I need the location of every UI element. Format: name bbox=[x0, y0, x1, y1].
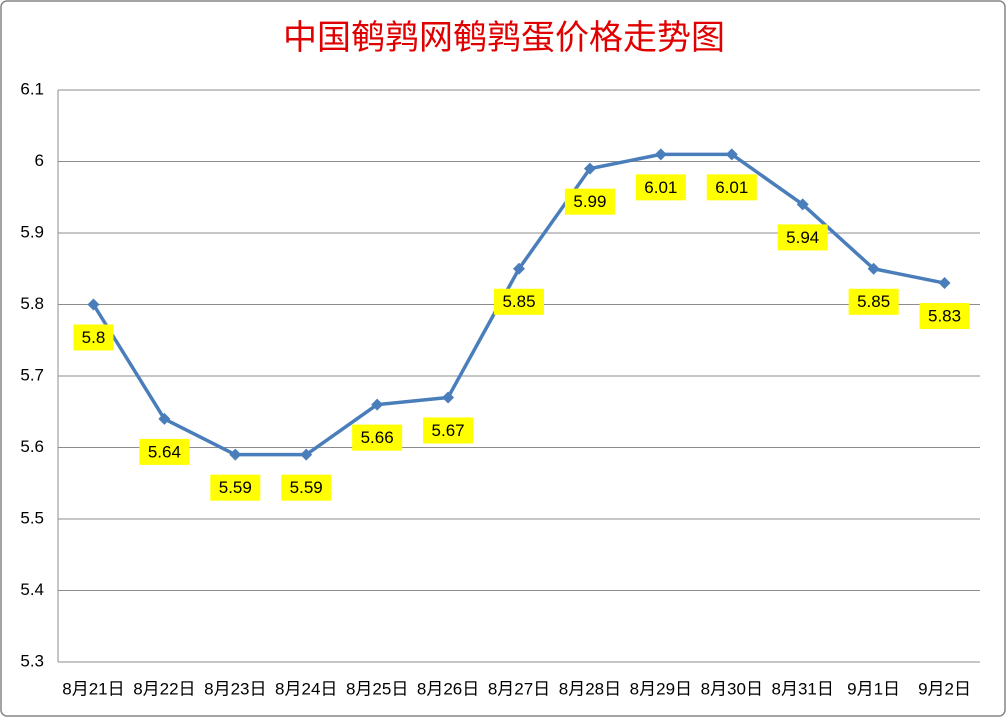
x-tick-label: 8月29日 bbox=[630, 679, 692, 698]
data-label-bg bbox=[281, 474, 332, 501]
data-label: 5.66 bbox=[361, 428, 394, 447]
x-tick-label: 8月31日 bbox=[772, 679, 834, 698]
x-tick-label: 8月26日 bbox=[417, 679, 479, 698]
x-tick-label: 8月27日 bbox=[488, 679, 550, 698]
x-tick-label: 8月23日 bbox=[204, 679, 266, 698]
x-tick-label: 8月25日 bbox=[346, 679, 408, 698]
marker bbox=[229, 448, 242, 461]
x-tick-label: 8月24日 bbox=[275, 679, 337, 698]
y-tick-label: 5.7 bbox=[20, 365, 44, 384]
data-label-bg bbox=[139, 438, 190, 465]
marker bbox=[938, 277, 951, 290]
marker bbox=[158, 412, 171, 425]
x-tick-label: 8月30日 bbox=[701, 679, 763, 698]
marker bbox=[300, 448, 313, 461]
data-label: 5.67 bbox=[432, 421, 465, 440]
data-label: 5.59 bbox=[290, 478, 323, 497]
marker bbox=[654, 148, 667, 161]
chart-title: 中国鹌鹑网鹌鹑蛋价格走势图 bbox=[283, 18, 725, 58]
data-label: 5.83 bbox=[928, 307, 961, 326]
x-tick-label: 9月2日 bbox=[918, 679, 971, 698]
x-tick-label: 8月28日 bbox=[559, 679, 621, 698]
marker bbox=[796, 198, 809, 211]
y-tick-label: 6.1 bbox=[20, 79, 44, 98]
y-tick-label: 5.5 bbox=[20, 508, 44, 527]
data-label-bg bbox=[73, 324, 114, 351]
data-label: 5.85 bbox=[857, 292, 890, 311]
data-label-bg bbox=[777, 224, 828, 251]
y-tick-label: 5.9 bbox=[20, 222, 44, 241]
data-label-bg bbox=[423, 417, 474, 444]
data-label: 6.01 bbox=[644, 178, 677, 197]
marker bbox=[867, 262, 880, 275]
data-label: 5.59 bbox=[219, 478, 252, 497]
data-label-bg bbox=[564, 188, 615, 215]
data-label-bg bbox=[494, 288, 544, 315]
x-tick-label: 8月22日 bbox=[133, 679, 195, 698]
y-tick-label: 6 bbox=[35, 151, 44, 170]
marker bbox=[442, 391, 455, 404]
data-label: 6.01 bbox=[715, 178, 748, 197]
x-tick-label: 9月1日 bbox=[847, 679, 900, 698]
data-label: 5.99 bbox=[573, 192, 606, 211]
data-label-bg bbox=[635, 174, 686, 201]
marker bbox=[87, 298, 100, 311]
data-label-bg bbox=[919, 303, 970, 330]
x-tick-label: 8月21日 bbox=[62, 679, 124, 698]
y-tick-label: 5.3 bbox=[20, 651, 44, 670]
data-label-bg bbox=[848, 288, 899, 315]
data-label-bg bbox=[210, 474, 261, 501]
data-label-bg bbox=[706, 174, 757, 201]
data-label: 5.64 bbox=[148, 442, 181, 461]
marker bbox=[371, 398, 384, 411]
data-label-bg bbox=[352, 424, 403, 451]
y-tick-label: 5.4 bbox=[20, 580, 44, 599]
marker bbox=[513, 262, 525, 275]
y-tick-label: 5.8 bbox=[20, 294, 44, 313]
marker bbox=[583, 162, 596, 175]
data-label: 5.85 bbox=[502, 292, 535, 311]
data-label: 5.94 bbox=[786, 228, 819, 247]
y-tick-label: 5.6 bbox=[20, 437, 44, 456]
marker bbox=[725, 148, 738, 161]
data-label: 5.8 bbox=[82, 328, 106, 347]
